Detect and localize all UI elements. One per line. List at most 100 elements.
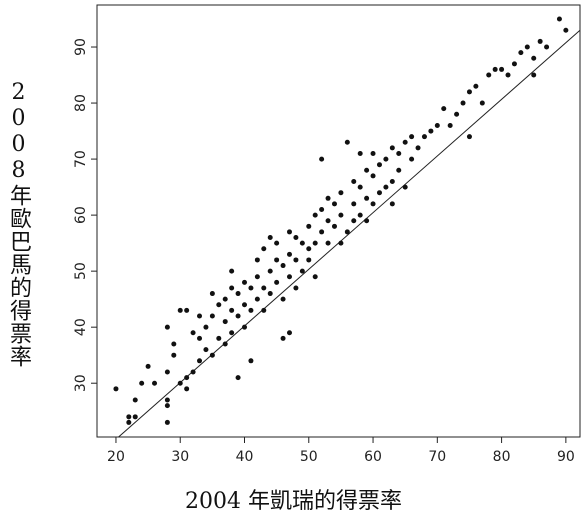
point [242,279,248,285]
y-axis-label: 2008年歐巴馬的得票率 [6,80,31,368]
point [537,38,543,44]
point [203,347,209,353]
point [524,44,530,50]
point [415,145,421,151]
point [229,307,235,313]
point [486,72,492,78]
point [171,341,177,347]
point [306,223,312,229]
point [338,190,344,196]
point [479,100,485,106]
point [286,229,292,235]
point [434,122,440,128]
point [319,207,325,213]
plot-frame [96,4,581,438]
point [511,61,517,67]
x-tick-label: 70 [428,449,446,465]
point [132,397,138,403]
point [164,369,170,375]
point [113,386,119,392]
point [370,173,376,179]
point [267,268,273,274]
point [466,89,472,95]
point [383,156,389,162]
point [229,285,235,291]
point [389,178,395,184]
point [229,330,235,336]
point [261,307,267,313]
point [338,212,344,218]
point [402,139,408,145]
point [563,27,569,33]
x-tick-label: 80 [493,449,511,465]
point [357,212,363,218]
x-axis-label: 2004 年凱瑞的得票率 [185,489,402,514]
point [190,369,196,375]
point [171,352,177,358]
point [344,139,350,145]
point [370,150,376,156]
point [254,257,260,263]
point [209,313,215,319]
point [132,414,138,420]
point [184,307,190,313]
point [280,263,286,269]
y-tick-label: 30 [73,374,89,392]
y-tick-label: 50 [73,262,89,280]
point [344,229,350,235]
point [274,240,280,246]
y-tick-label: 80 [73,94,89,112]
point [216,335,222,341]
chart: 20 30 40 50 60 70 80 90 30 40 50 60 70 80 90 [73,4,581,465]
reference-line [118,29,581,438]
point [254,274,260,280]
y-tick-label: 60 [73,206,89,224]
y-tick-label: 40 [73,318,89,336]
point [261,285,267,291]
point [267,291,273,297]
point [299,268,305,274]
x-tick-label: 20 [107,449,125,465]
point [197,313,203,319]
x-tick-label: 40 [236,449,254,465]
point [325,218,331,224]
point [164,397,170,403]
point [293,257,299,263]
x-tick-label: 90 [557,449,575,465]
point [197,335,203,341]
point [216,302,222,308]
point [357,150,363,156]
y-tick-label: 70 [73,150,89,168]
point [518,50,524,56]
point [364,218,370,224]
point [293,235,299,241]
point [396,150,402,156]
point [145,363,151,369]
point [331,201,337,207]
point [164,419,170,425]
point [184,386,190,392]
point [454,111,460,117]
point [409,156,415,162]
point [421,134,427,140]
point [280,296,286,302]
point [209,352,215,358]
point [312,240,318,246]
point [351,201,357,207]
point [351,218,357,224]
point [396,167,402,173]
point [505,72,511,78]
point [248,358,254,364]
point [248,307,254,313]
point [312,212,318,218]
point [428,128,434,134]
point [319,229,325,235]
point [222,296,228,302]
point [235,313,241,319]
point [364,167,370,173]
point [383,184,389,190]
point [274,257,280,263]
point [152,380,158,386]
point [190,330,196,336]
point [338,240,344,246]
